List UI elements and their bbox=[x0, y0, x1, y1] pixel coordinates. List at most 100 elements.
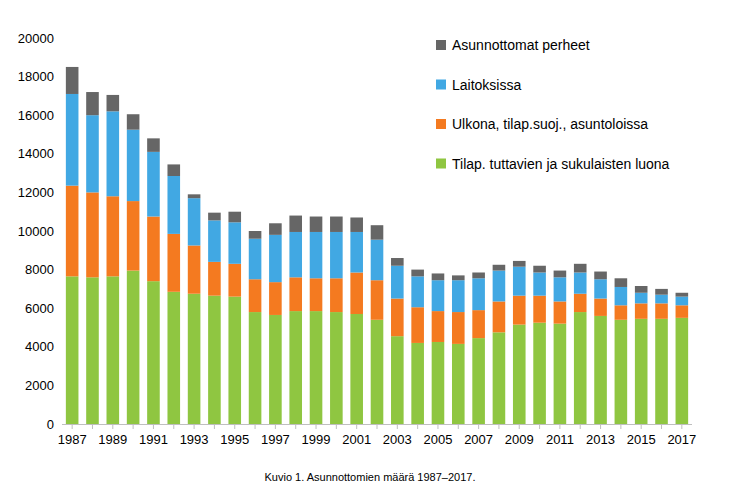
bar-segment bbox=[86, 277, 99, 424]
bar-segment bbox=[615, 287, 628, 305]
y-tick-label: 8000 bbox=[25, 262, 54, 277]
bar-segment bbox=[472, 278, 485, 310]
caption: Kuvio 1. Asunnottomien määrä 1987–2017. bbox=[265, 471, 476, 483]
bar-segment bbox=[411, 307, 424, 343]
bar-segment bbox=[676, 305, 689, 318]
bar-segment bbox=[86, 192, 99, 277]
bar-segment bbox=[452, 275, 465, 280]
bar-segment bbox=[513, 296, 526, 325]
bar-segment bbox=[533, 323, 546, 424]
bar-segment bbox=[269, 282, 282, 315]
bar-segment bbox=[147, 152, 160, 217]
bar-segment bbox=[411, 276, 424, 307]
bar-segment bbox=[554, 301, 567, 323]
x-tick bbox=[295, 424, 296, 429]
bar-segment bbox=[249, 231, 262, 239]
x-tick bbox=[661, 424, 662, 429]
bar-segment bbox=[391, 266, 404, 299]
bar-segment bbox=[432, 280, 445, 311]
bar-segment bbox=[371, 240, 384, 281]
bar-segment bbox=[635, 286, 648, 293]
y-tick-label: 16000 bbox=[18, 108, 54, 123]
x-tick bbox=[377, 424, 378, 429]
bar-segment bbox=[594, 299, 607, 316]
bar-segment bbox=[269, 235, 282, 282]
x-tick bbox=[275, 424, 276, 429]
bar-segment bbox=[635, 319, 648, 424]
x-tick bbox=[112, 424, 113, 429]
bar-segment bbox=[432, 273, 445, 280]
y-tick-label: 0 bbox=[47, 417, 54, 432]
bar-segment bbox=[310, 278, 323, 311]
y-tick-label: 18000 bbox=[18, 69, 54, 84]
bar-segment bbox=[66, 67, 79, 94]
bar-segment bbox=[208, 220, 221, 261]
bar-segment bbox=[472, 338, 485, 424]
bar-segment bbox=[574, 264, 587, 273]
bar-segment bbox=[269, 223, 282, 235]
bar-segment bbox=[249, 312, 262, 424]
legend-swatch bbox=[436, 40, 446, 50]
bar-segment bbox=[452, 312, 465, 344]
bar-segment bbox=[289, 277, 302, 311]
bar-segment bbox=[107, 276, 120, 424]
x-tick bbox=[681, 424, 682, 429]
legend-label: Ulkona, tilap.suoj., asuntoloissa bbox=[452, 116, 648, 132]
x-tick bbox=[194, 424, 195, 429]
bar-segment bbox=[66, 94, 79, 186]
x-tick bbox=[316, 424, 317, 429]
y-tick-label: 20000 bbox=[18, 31, 54, 46]
y-tick-label: 12000 bbox=[18, 185, 54, 200]
legend-label: Laitoksissa bbox=[452, 77, 521, 93]
legend-label: Asunnottomat perheet bbox=[452, 37, 590, 53]
x-tick-label: 2003 bbox=[383, 432, 412, 447]
y-tick-label: 4000 bbox=[25, 339, 54, 354]
bar-segment bbox=[188, 194, 201, 198]
chart: 0200040006000800010000120001400016000180… bbox=[0, 0, 740, 492]
bar-segment bbox=[452, 344, 465, 424]
bar-segment bbox=[493, 265, 506, 271]
bar-segment bbox=[269, 315, 282, 424]
bar-segment bbox=[493, 301, 506, 332]
bar-segment bbox=[107, 111, 120, 196]
x-tick bbox=[214, 424, 215, 429]
x-tick bbox=[417, 424, 418, 429]
x-tick bbox=[600, 424, 601, 429]
bar-segment bbox=[289, 232, 302, 277]
bar-segment bbox=[472, 272, 485, 278]
x-tick bbox=[519, 424, 520, 429]
x-tick bbox=[641, 424, 642, 429]
bar-segment bbox=[594, 272, 607, 280]
bar-segment bbox=[188, 294, 201, 424]
bar-segment bbox=[432, 311, 445, 342]
bar-segment bbox=[371, 225, 384, 239]
x-tick bbox=[559, 424, 560, 429]
bar-segment bbox=[208, 213, 221, 221]
bar-segment bbox=[513, 261, 526, 267]
bar-segment bbox=[655, 319, 668, 424]
y-tick-label: 14000 bbox=[18, 146, 54, 161]
bar-segment bbox=[594, 316, 607, 424]
x-tick bbox=[620, 424, 621, 429]
bar-segment bbox=[472, 310, 485, 338]
bar-segment bbox=[107, 95, 120, 111]
bar-segment bbox=[147, 138, 160, 152]
bar-segment bbox=[147, 217, 160, 282]
x-tick bbox=[478, 424, 479, 429]
bar-segment bbox=[615, 278, 628, 287]
bar-segment bbox=[86, 92, 99, 115]
bar-segment bbox=[554, 271, 567, 278]
bar-segment bbox=[66, 186, 79, 277]
bar-segment bbox=[127, 114, 140, 129]
x-tick-label: 2011 bbox=[546, 432, 574, 447]
x-tick-label: 2001 bbox=[342, 432, 371, 447]
x-tick bbox=[92, 424, 93, 429]
bar-segment bbox=[513, 325, 526, 424]
bar-segment bbox=[391, 299, 404, 337]
bar-segment bbox=[554, 277, 567, 301]
x-tick bbox=[234, 424, 235, 429]
x-tick bbox=[397, 424, 398, 429]
x-tick bbox=[498, 424, 499, 429]
bar-segment bbox=[594, 279, 607, 298]
bar-segment bbox=[310, 217, 323, 232]
